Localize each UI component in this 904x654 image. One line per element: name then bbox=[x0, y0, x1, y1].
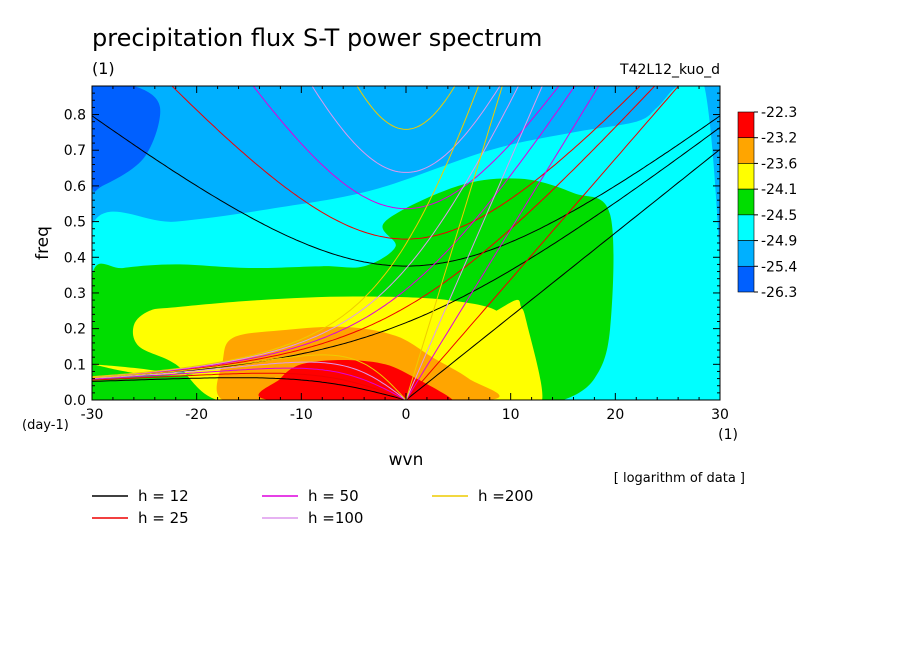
x-tick-label: 0 bbox=[402, 407, 411, 423]
dispersion-curve bbox=[405, 86, 543, 400]
y-tick-label: 0.4 bbox=[64, 250, 86, 266]
legend-label: h = 25 bbox=[138, 509, 189, 527]
colorbar-swatch bbox=[737, 163, 755, 190]
legend-label: h = 12 bbox=[138, 487, 189, 505]
y-tick-label: 0.7 bbox=[64, 143, 86, 159]
dispersion-curve bbox=[356, 86, 456, 130]
x-axis-units: (1) bbox=[718, 427, 738, 443]
y-tick-label: 0.3 bbox=[64, 286, 86, 302]
run-label: T42L12_kuo_d bbox=[619, 62, 720, 78]
x-tick-label: -30 bbox=[81, 407, 104, 423]
dispersion-curve bbox=[92, 126, 720, 379]
chart-title: precipitation flux S-T power spectrum bbox=[92, 24, 542, 52]
y-tick-label: 0.1 bbox=[64, 357, 86, 373]
colorbar-swatch bbox=[737, 240, 755, 267]
x-tick-label: 10 bbox=[502, 407, 520, 423]
y-tick-label: 0.8 bbox=[64, 108, 86, 124]
colorbar-swatch bbox=[737, 265, 755, 293]
dispersion-curve bbox=[405, 86, 680, 400]
dispersion-curve bbox=[92, 86, 480, 378]
contour-region bbox=[258, 360, 454, 400]
units-label: (1) bbox=[92, 59, 115, 78]
y-tick-label: 0.5 bbox=[64, 215, 86, 231]
x-axis: -30 -20 -10 0 10 20 30 bbox=[81, 86, 729, 423]
dispersion-curve bbox=[92, 372, 407, 400]
colorbar: -22.3 -23.2 -23.6 -24.1 -24.5 -24.9 -25.4 -26.3 bbox=[737, 105, 797, 301]
plot-area bbox=[91, 85, 721, 401]
legend: h = 12 h = 25 h = 50 h =100 h =200 bbox=[92, 487, 533, 527]
y-tick-label: 0.0 bbox=[64, 393, 86, 409]
dispersion-curve bbox=[92, 361, 407, 400]
y-tick-label: 0.2 bbox=[64, 322, 86, 338]
dispersion-curve bbox=[405, 148, 720, 400]
dispersion-curve bbox=[405, 86, 600, 400]
colorbar-swatch bbox=[737, 111, 755, 139]
dispersion-curve bbox=[92, 367, 407, 400]
dispersion-curve bbox=[171, 86, 641, 240]
colorbar-label: -22.3 bbox=[761, 105, 797, 121]
colorbar-label: -24.9 bbox=[761, 234, 797, 250]
y-axis-units: (day-1) bbox=[22, 418, 69, 433]
y-axis: 0.0 0.1 0.2 0.3 0.4 0.5 0.6 0.7 0.8 bbox=[64, 92, 720, 409]
y-tick-label: 0.6 bbox=[64, 179, 86, 195]
dispersion-curve bbox=[92, 115, 720, 267]
colorbar-label: -26.3 bbox=[761, 285, 797, 301]
colorbar-label: -25.4 bbox=[761, 259, 797, 275]
x-tick-label: 20 bbox=[606, 407, 624, 423]
x-tick-label: -10 bbox=[290, 407, 313, 423]
dispersion-curve bbox=[405, 86, 503, 400]
dispersion-curve bbox=[311, 86, 501, 173]
y-axis-label: freq bbox=[33, 226, 53, 260]
colorbar-swatch bbox=[737, 214, 755, 241]
data-note: [ logarithm of data ] bbox=[614, 471, 745, 486]
colorbar-swatch bbox=[737, 137, 755, 164]
colorbar-swatch bbox=[737, 188, 755, 216]
colorbar-label: -23.6 bbox=[761, 156, 797, 172]
dispersion-curve bbox=[92, 86, 656, 378]
colorbar-label: -24.5 bbox=[761, 208, 797, 224]
dispersion-curve bbox=[92, 86, 519, 378]
colorbar-label: -24.1 bbox=[761, 182, 797, 198]
legend-label: h =200 bbox=[478, 487, 533, 505]
dispersion-curve bbox=[252, 86, 560, 210]
dispersion-curve bbox=[92, 377, 407, 400]
dispersion-curve bbox=[92, 86, 576, 378]
x-tick-label: 30 bbox=[711, 407, 729, 423]
dispersion-curve bbox=[92, 354, 407, 400]
legend-label: h = 50 bbox=[308, 487, 359, 505]
legend-label: h =100 bbox=[308, 509, 363, 527]
x-axis-label: wvn bbox=[389, 450, 424, 470]
x-tick-label: -20 bbox=[185, 407, 208, 423]
colorbar-label: -23.2 bbox=[761, 131, 797, 147]
